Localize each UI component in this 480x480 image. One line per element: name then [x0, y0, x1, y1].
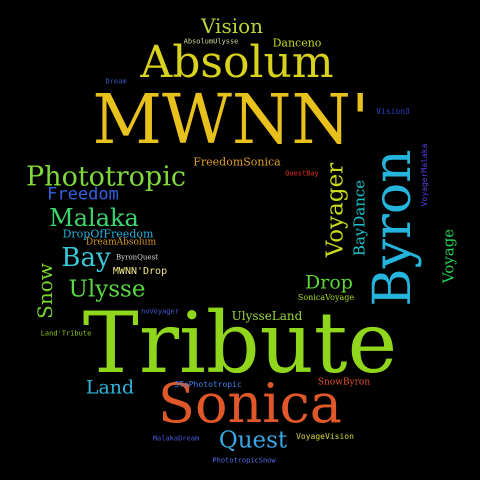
word-byron: Byron: [363, 149, 423, 307]
word-land: Land: [85, 376, 135, 399]
word-sonica: Sonica: [158, 372, 342, 435]
word-novoyager: noVoyager: [141, 307, 179, 316]
word-snow: Snow: [33, 263, 57, 319]
word-ulysse: Ulysse: [68, 276, 146, 303]
word-ulysseland: UlysseLand: [231, 309, 303, 323]
word-quest: Quest: [218, 427, 288, 454]
word-dream: Dream: [105, 77, 127, 86]
word-danceno: Danceno: [272, 36, 322, 50]
word-sonicavoyage: SonicaVoyage: [297, 293, 355, 302]
word-voyager: Voyager: [322, 162, 349, 258]
word-bay: Bay: [61, 243, 111, 273]
word-vision: Vision: [200, 14, 264, 38]
word-voyagevision: VoyageVision: [296, 432, 354, 441]
word-freedom: Freedom: [47, 184, 119, 205]
word-dreamabsolum: DreamAbsolum: [85, 237, 157, 248]
word-mwnn-drop: MWNN'Drop: [112, 266, 168, 277]
word-dropoffreedom: DropOfFreedom: [62, 227, 154, 241]
word-vision3: Vision3: [376, 107, 410, 116]
word-phototropicsnow: PhototropicSnow: [212, 456, 276, 465]
word-snowbyron: SnowByron: [317, 377, 371, 388]
word-voyagermalaka: VoyagerMalaka: [420, 143, 429, 207]
word-freedomsonica: FreedomSonica: [193, 155, 281, 169]
word-drop: Drop: [305, 271, 353, 294]
word-questbay: QuestBay: [285, 169, 319, 178]
word-absolum: Absolum: [140, 37, 334, 88]
word-baydance: BayDance: [350, 179, 369, 257]
word-malaka: Malaka: [49, 204, 139, 232]
word-absolumulysse: AbsolumUlysse: [183, 37, 239, 46]
word-byronquest: ByronQuest: [116, 253, 158, 262]
word-land-tribute: Land'Tribute: [40, 329, 92, 338]
word-malakadream: MalakaDream: [152, 434, 200, 443]
word-phototropic: Phototropic: [26, 161, 186, 193]
word-3tophototropic: 3ToPhototropic: [174, 380, 242, 389]
word-tribute: Tribute: [82, 294, 398, 392]
word-voyage: Voyage: [439, 228, 458, 284]
word-mwnn: MWNN': [92, 81, 370, 160]
